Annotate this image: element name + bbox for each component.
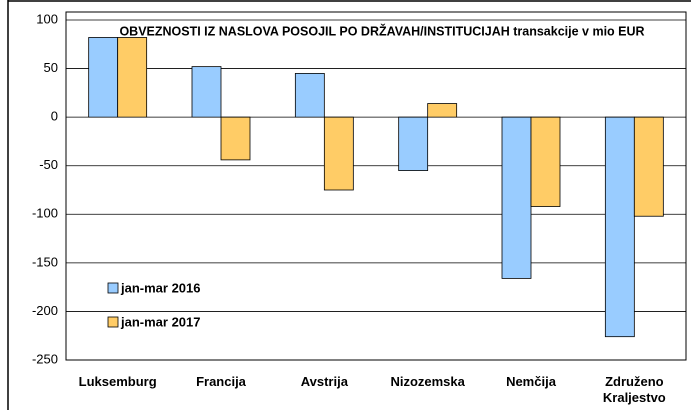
bar [220,116,251,161]
y-tick-label: 50 [44,60,58,75]
plot-frame [65,11,687,361]
bar [191,66,222,118]
y-tick-label: 0 [51,109,58,124]
legend-label: jan-mar 2016 [120,280,201,295]
bar [117,37,148,118]
bar [398,116,429,171]
bar [633,116,664,217]
bar [604,116,635,338]
y-tick-label: -150 [32,254,58,269]
y-tick-label: -250 [32,351,58,366]
legend-label: jan-mar 2017 [120,314,201,329]
bar [88,37,119,118]
bar [530,116,561,207]
bar [323,116,354,191]
x-tick-label: Luksemburg [78,374,157,389]
x-tick-label: Združeno Kraljestvo [602,374,666,405]
legend-swatch [107,316,119,328]
x-tick-label: Avstrija [300,374,348,389]
y-tick-label: -200 [32,303,58,318]
x-tick-label: Nemčija [506,374,556,389]
y-tick-label: 100 [36,11,58,26]
bar [501,116,532,279]
bar [294,73,325,118]
x-tick-label: Francija [196,374,246,389]
y-tick-label: -50 [39,157,58,172]
x-tick-label: Nizozemska [390,374,465,389]
bar [427,103,458,118]
legend-swatch [107,282,119,294]
chart-title: OBVEZNOSTI IZ NASLOVA POSOJIL PO DRŽAVAH… [119,23,644,38]
y-tick-label: -100 [32,206,58,221]
